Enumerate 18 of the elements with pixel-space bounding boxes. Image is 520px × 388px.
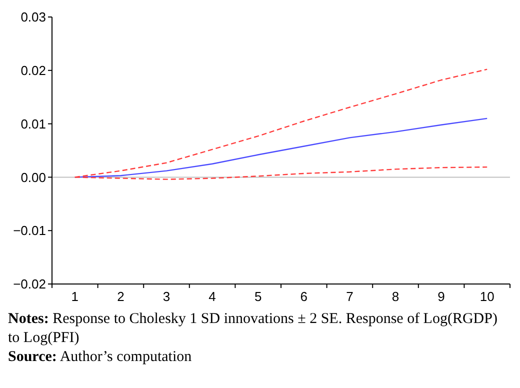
source-note: Source: Author’s computation [8,348,193,367]
y-tick-label: 0.02 [20,62,46,78]
x-tick-label: 8 [392,289,400,304]
y-tick-label: 0.00 [20,170,46,185]
x-tick-label: 3 [162,289,170,304]
text: Notes: Response to Cholesky 1 SD innovations ± 2 SE. Response of Log(RGDP) to Log(PFI) [8,310,498,348]
y-tick-label: −0.02 [13,276,46,292]
x-tick-label: 1 [71,289,79,304]
x-tick-label: 2 [117,289,124,304]
y-tick-label: 0.03 [20,10,46,25]
x-tick-label: 6 [300,289,308,304]
y-tick-label: −0.01 [13,223,46,238]
x-tick-label: 10 [480,289,494,304]
x-tick-label: 7 [346,289,354,304]
y-tick-label: 0.01 [20,116,46,132]
x-tick-label: 4 [208,289,216,304]
x-tick-label: 9 [438,289,445,304]
x-tick-label: 5 [254,289,262,304]
